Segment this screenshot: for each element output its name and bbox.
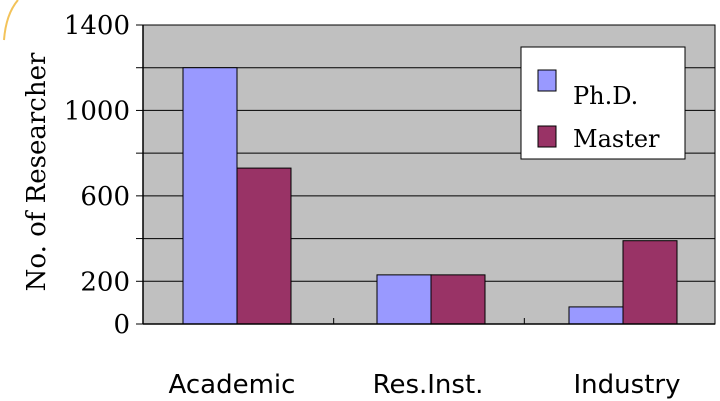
bars: [182, 67, 678, 325]
bar-master-industry: [622, 240, 678, 325]
bar-master-resinst: [430, 274, 486, 325]
y-tick-label: 0: [113, 310, 130, 340]
x-tick-label: Academic: [169, 370, 296, 400]
y-axis-title: No. of Researcher: [22, 52, 52, 291]
axes: [136, 24, 716, 325]
bar-master-academic: [236, 167, 292, 325]
y-tick-label: 600: [80, 182, 130, 212]
x-tick-labels: Academic Res.Inst. Industry: [169, 370, 681, 400]
decorative-corner-arc: [3, 0, 19, 41]
x-tick-label: Res.Inst.: [373, 370, 484, 400]
y-tick-label: 1000: [64, 96, 130, 126]
legend-label-master: Master: [573, 125, 660, 153]
bar-phd-resinst: [376, 274, 432, 325]
legend-swatch-master: [537, 125, 557, 148]
bar-phd-academic: [182, 67, 238, 325]
x-tick-label: Industry: [574, 370, 681, 400]
legend: Ph.D. Master: [520, 46, 686, 160]
legend-label-phd: Ph.D.: [573, 82, 638, 110]
bar-phd-industry: [568, 306, 624, 325]
legend-swatch-phd: [537, 69, 557, 92]
y-tick-labels: 0 200 600 1000 1400: [64, 11, 130, 340]
y-tick-label: 200: [80, 267, 130, 297]
y-tick-label: 1400: [64, 11, 130, 41]
